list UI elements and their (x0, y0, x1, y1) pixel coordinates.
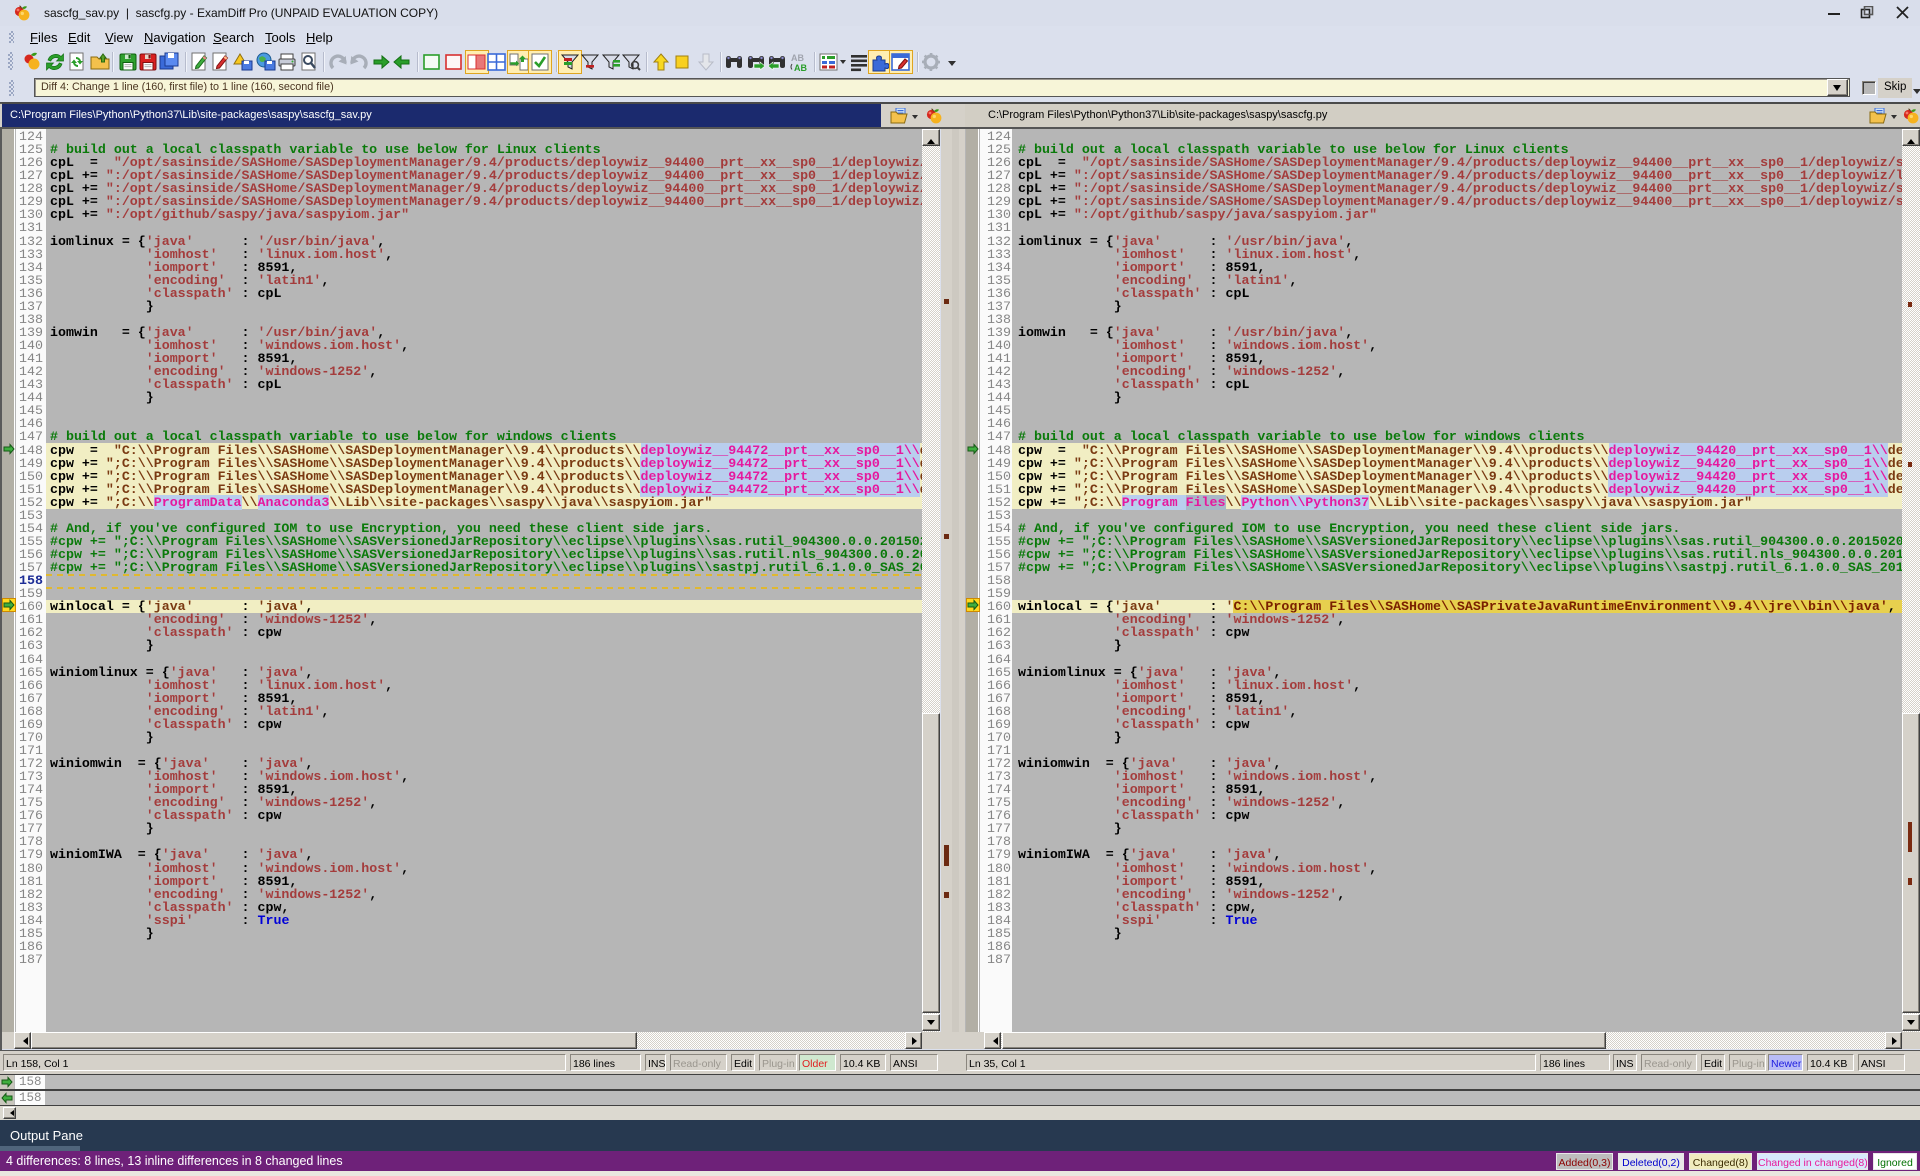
svg-text:AB: AB (794, 63, 807, 72)
svg-text:AB: AB (791, 53, 804, 63)
